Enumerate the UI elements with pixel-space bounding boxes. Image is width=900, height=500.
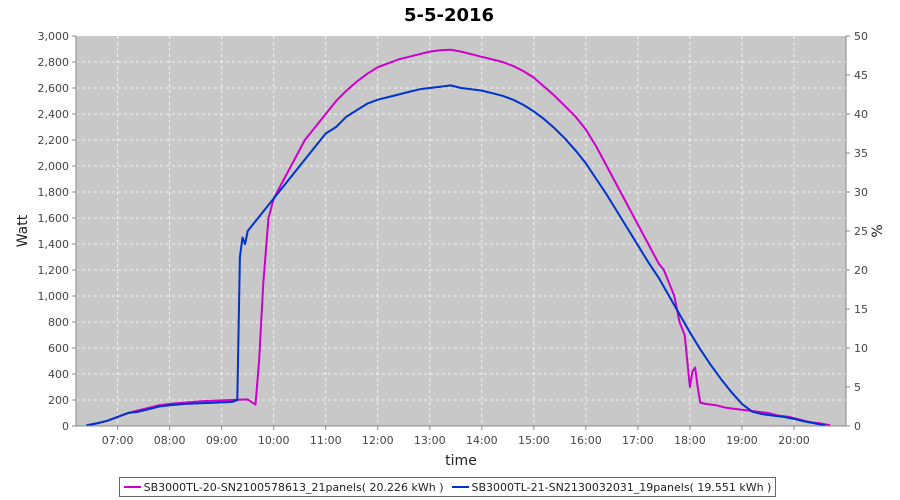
legend-item-series-2[interactable]: SB3000TL-21-SN2130032031_19panels( 19.55… [451,480,772,494]
y-tick-label: 2,800 [38,56,70,69]
x-axis-label: time [445,453,477,469]
y-tick-labels: 0 200 400 600 800 1,000 1,200 1,400 1,600 1,800 2,… [38,30,76,433]
legend-swatch-series-1 [123,486,141,488]
x-tick-label: 07:00 [102,434,134,447]
y2-tick-label: 0 [854,420,861,433]
x-tick-label: 11:00 [310,434,342,447]
y2-tick-label: 30 [854,186,868,199]
x-tick-label: 13:00 [414,434,446,447]
x-tick-label: 16:00 [570,434,602,447]
legend: SB3000TL-20-SN2100578613_21panels( 20.22… [119,477,776,497]
y2-tick-label: 25 [854,225,868,238]
x-tick-label: 14:00 [466,434,498,447]
y-tick-label: 600 [48,342,69,355]
y-tick-label: 400 [48,368,69,381]
x-tick-label: 10:00 [258,434,290,447]
legend-label-series-1: SB3000TL-20-SN2100578613_21panels( 20.22… [143,480,444,494]
y-tick-label: 1,600 [38,212,70,225]
x-tick-label: 19:00 [726,434,758,447]
series-layer [86,48,831,427]
y-tick-label: 1,000 [38,290,70,303]
x-tick-label: 08:00 [154,434,186,447]
y2-tick-label: 35 [854,147,868,160]
y2-tick-label: 5 [854,381,861,394]
y2-axis-label: % [870,224,886,237]
y-tick-label: 1,400 [38,238,70,251]
y2-tick-label: 50 [854,30,868,43]
x-tick-label: 09:00 [206,434,238,447]
y-tick-label: 2,400 [38,108,70,121]
y2-tick-label: 10 [854,342,868,355]
x-tick-labels: 07:00 08:00 09:00 10:00 11:00 12:00 13:00 14:00… [102,426,810,447]
y-tick-label: 200 [48,394,69,407]
x-tick-label: 15:00 [518,434,550,447]
chart-title: 5-5-2016 [404,5,494,26]
x-tick-label: 12:00 [362,434,394,447]
x-tick-label: 20:00 [778,434,810,447]
legend-item-series-1[interactable]: SB3000TL-20-SN2100578613_21panels( 20.22… [123,480,444,494]
y-tick-label: 1,800 [38,186,70,199]
y2-tick-label: 45 [854,69,868,82]
y2-tick-labels: 0 5 10 15 20 25 30 35 40 45 50 [846,30,868,433]
y2-tick-label: 15 [854,303,868,316]
y2-tick-label: 40 [854,108,868,121]
grid-lines [76,36,846,426]
y-tick-label: 1,200 [38,264,70,277]
legend-label-series-2: SB3000TL-21-SN2130032031_19panels( 19.55… [471,480,772,494]
series-line-2 [86,84,826,427]
y-tick-label: 3,000 [38,30,70,43]
y-tick-label: 2,000 [38,160,70,173]
y-tick-label: 2,200 [38,134,70,147]
x-tick-label: 17:00 [622,434,654,447]
y-tick-label: 0 [62,420,69,433]
y-tick-label: 2,600 [38,82,70,95]
y2-tick-label: 20 [854,264,868,277]
series-line-1 [86,48,831,427]
x-tick-label: 18:00 [674,434,706,447]
plot-area [76,36,846,426]
legend-swatch-series-2 [451,486,469,488]
y-tick-label: 800 [48,316,69,329]
y-axis-label: Watt [15,214,31,247]
